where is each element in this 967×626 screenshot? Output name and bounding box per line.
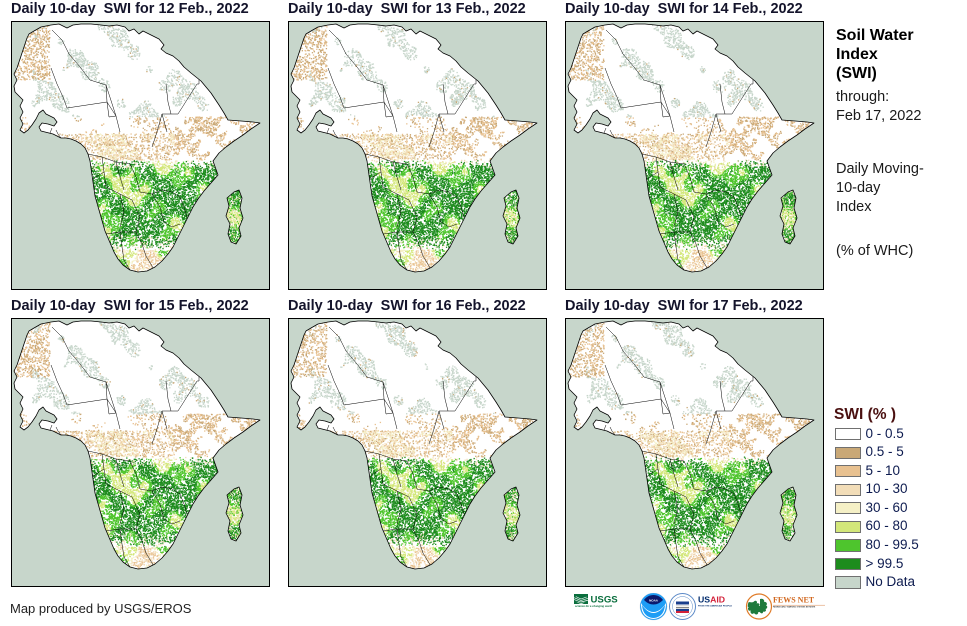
svg-text:USAID: USAID <box>698 595 725 605</box>
svg-text:USGS: USGS <box>591 594 619 605</box>
svg-text:FEWS NET: FEWS NET <box>773 596 815 605</box>
svg-text:FAMINE EARLY WARNING SYSTEMS N: FAMINE EARLY WARNING SYSTEMS NETWORK <box>773 605 816 608</box>
svg-text:NOAA: NOAA <box>649 598 659 602</box>
svg-text:FROM THE AMERICAN PEOPLE: FROM THE AMERICAN PEOPLE <box>698 604 732 607</box>
svg-text:science for a changing world: science for a changing world <box>575 604 612 608</box>
